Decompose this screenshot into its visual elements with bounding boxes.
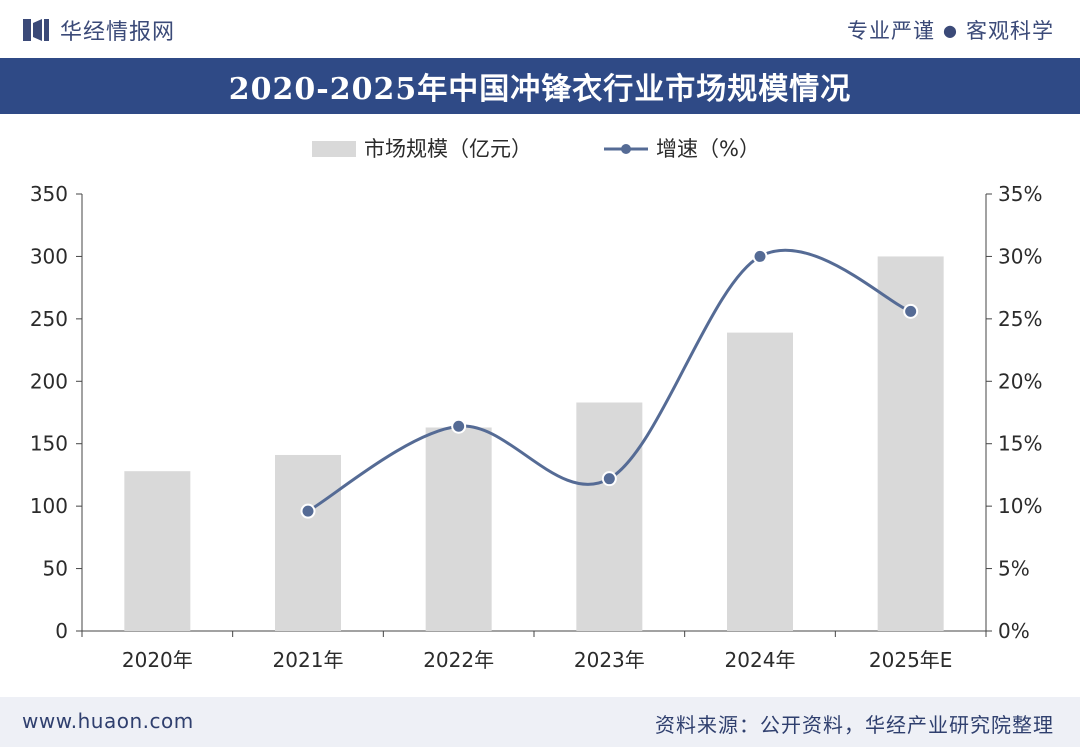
y-left-tick-label: 50 [43,557,68,581]
bar[interactable] [425,427,492,631]
axes [76,193,992,637]
x-tick-label: 2023年 [574,648,645,672]
y-left-tick-label: 200 [30,369,68,393]
bar[interactable] [124,471,191,631]
growth-point[interactable] [752,248,768,264]
title-bar: 2020-2025年中国冲锋衣行业市场规模情况 [0,58,1080,114]
y-left-tick-label: 300 [30,244,68,268]
website-link[interactable]: www.huaon.com [22,709,194,733]
y-right-tick-label: 35% [998,182,1042,206]
y-right-tick-label: 10% [998,494,1042,518]
y-left-tick-label: 100 [30,494,68,518]
tick-labels: 0 50 100 150 200 250 300 350 0% 5% 10% 15% 20% 25% 30%… [30,182,1043,672]
y-right-tick-label: 30% [998,244,1042,268]
y-right-tick-label: 0% [998,619,1030,643]
slogan: 专业严谨 ● 客观科学 [847,14,1054,46]
y-left-tick-label: 250 [30,307,68,331]
slogan-right: 客观科学 [966,19,1054,43]
brand-logo[interactable]: 华经情报网 [22,14,175,46]
bar[interactable] [727,332,793,631]
y-left-tick-label: 350 [30,182,68,206]
footer: www.huaon.com 资料来源：公开资料，华经产业研究院整理 [0,697,1080,747]
y-left-tick-label: 150 [30,432,68,456]
y-right-tick-label: 20% [998,369,1042,393]
bar[interactable] [275,454,341,631]
line-series [300,248,919,519]
x-tick-label: 2024年 [725,648,796,672]
x-tick-label: 2022年 [423,648,494,672]
header: 华经情报网 专业严谨 ● 客观科学 [0,0,1080,58]
x-tick-label: 2021年 [273,648,344,672]
legend-bar-swatch [312,141,356,157]
legend-bar-label: 市场规模（亿元） [364,137,532,161]
growth-point[interactable] [300,503,316,519]
logo-text: 华经情报网 [60,20,176,45]
slogan-dot: ● [943,20,958,40]
growth-point[interactable] [601,471,617,487]
legend-line-marker [621,144,631,154]
y-right-tick-label: 15% [998,432,1042,456]
logo-icon [23,19,49,41]
x-tick-label: 2020年 [122,648,193,672]
legend: 市场规模（亿元） 增速（%） [312,137,760,161]
growth-point[interactable] [451,418,467,434]
chart-title: 2020-2025年中国冲锋衣行业市场规模情况 [228,72,852,107]
legend-line-label: 增速（%） [656,137,760,161]
y-left-tick-label: 0 [55,619,68,643]
source-note: 资料来源：公开资料，华经产业研究院整理 [655,713,1054,737]
chart: 市场规模（亿元） 增速（%） 0 50 100 150 200 250 300 350 0% 5%… [30,137,1043,672]
slogan-left: 专业严谨 [847,19,936,43]
x-tick-label: 2025年E [869,648,953,672]
bar-series [124,256,944,631]
y-right-tick-label: 5% [998,557,1030,581]
y-right-tick-label: 25% [998,307,1042,331]
bar[interactable] [576,402,643,631]
growth-point[interactable] [903,303,919,319]
